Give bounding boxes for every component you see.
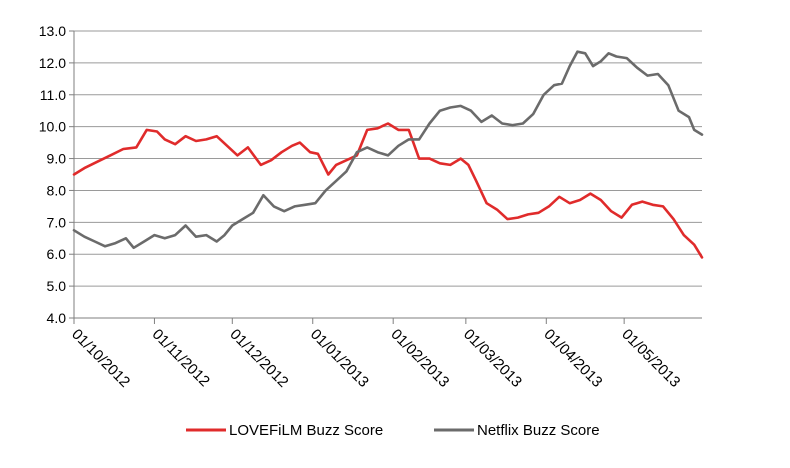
series-line-lovefilm <box>72 122 704 259</box>
y-tick-label: 12.0 <box>39 55 66 71</box>
y-tick-label: 8.0 <box>47 182 67 198</box>
legend-label: LOVEFiLM Buzz Score <box>229 422 383 439</box>
y-tick-label: 7.0 <box>47 214 67 230</box>
x-tick-label: 01/04/2013 <box>540 326 605 391</box>
y-tick-label: 4.0 <box>47 310 67 326</box>
y-tick-label: 11.0 <box>40 87 66 103</box>
x-tick-label: 01/12/2012 <box>226 326 291 391</box>
x-tick-label: 01/01/2013 <box>307 326 372 391</box>
y-tick-label: 5.0 <box>47 278 67 294</box>
axes <box>69 30 702 324</box>
series-lines <box>72 50 704 259</box>
x-tick-labels: 01/10/2012 01/11/2012 01/12/2012 01/01/2013… <box>68 326 683 391</box>
y-tick-label: 9.0 <box>47 151 67 167</box>
legend: LOVEFiLM Buzz Score Netflix Buzz Score <box>186 422 600 439</box>
series-line-netflix <box>72 50 704 250</box>
x-tick-label: 01/02/2013 <box>387 326 452 391</box>
x-tick-label: 01/11/2012 <box>149 326 213 390</box>
y-tick-label: 10.0 <box>39 119 66 135</box>
legend-label: Netflix Buzz Score <box>477 422 600 439</box>
y-tick-labels: 4.0 5.0 6.0 7.0 8.0 9.0 10.0 11.0 12.0 13.0 <box>39 23 66 326</box>
y-tick-label: 13.0 <box>39 23 66 39</box>
x-tick-label: 01/05/2013 <box>618 326 683 391</box>
x-tick-label: 01/10/2012 <box>68 326 133 391</box>
gridlines <box>74 30 702 287</box>
y-tick-label: 6.0 <box>47 246 67 262</box>
x-tick-label: 01/03/2013 <box>460 326 525 391</box>
